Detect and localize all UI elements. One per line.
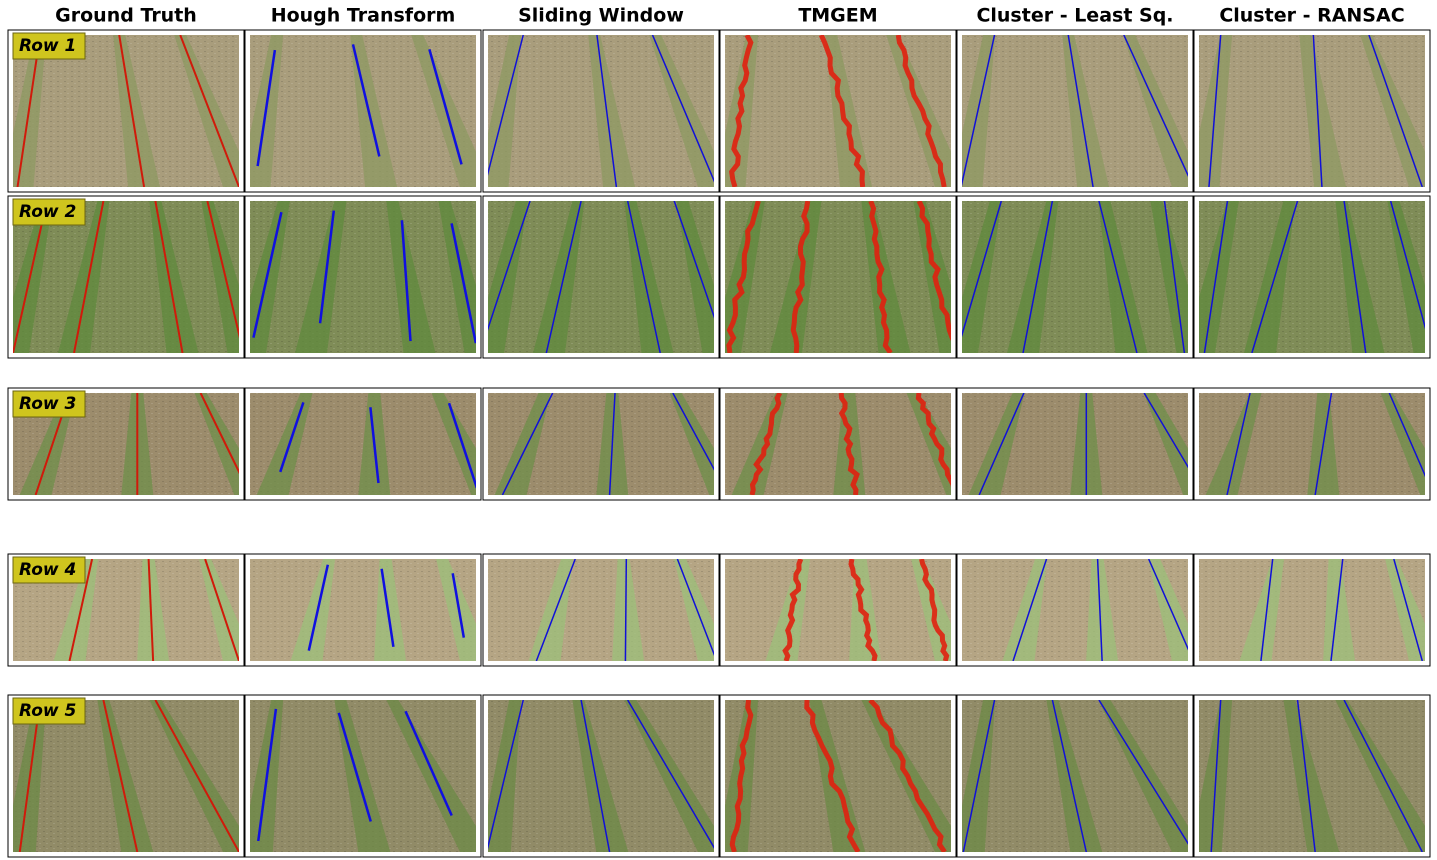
figure: Ground Truth Hough Transform Sliding Windo…	[0, 0, 1437, 860]
panel: Row 1	[2, 30, 255, 192]
row-label: Row 4	[19, 560, 76, 580]
field-image	[962, 393, 1215, 495]
field-image	[479, 700, 730, 852]
column-title: Sliding Window	[518, 5, 684, 27]
field-image	[946, 201, 1209, 353]
field-image	[1199, 393, 1437, 495]
panel	[245, 554, 492, 666]
panel	[234, 196, 497, 358]
field-image	[725, 559, 967, 661]
panel	[709, 196, 972, 358]
field-image	[239, 35, 492, 187]
field-image	[488, 393, 741, 495]
field-image	[234, 201, 497, 353]
panel	[720, 388, 978, 500]
field-image	[714, 35, 967, 187]
panel	[483, 554, 730, 666]
panel: Row 2	[0, 196, 260, 358]
column-title: Cluster - Least Sq.	[976, 5, 1173, 27]
panel: Row 5	[4, 695, 255, 857]
panel	[1190, 695, 1437, 857]
panel	[1183, 196, 1437, 358]
row-label: Row 1	[19, 36, 76, 56]
field-image	[709, 201, 972, 353]
column-title: Ground Truth	[55, 5, 197, 27]
panel	[483, 388, 741, 500]
panel	[716, 695, 967, 857]
field-image	[716, 700, 967, 852]
panel	[239, 30, 492, 192]
panel	[1188, 30, 1437, 192]
field-image	[962, 559, 1204, 661]
field-image	[1199, 559, 1437, 661]
column-title: Cluster - RANSAC	[1219, 5, 1404, 27]
panel	[953, 695, 1204, 857]
row-label: Row 5	[19, 701, 76, 721]
panel	[1194, 554, 1437, 666]
panel	[1194, 388, 1437, 500]
row-label: Row 3	[19, 394, 76, 414]
field-image	[477, 35, 730, 187]
field-image	[951, 35, 1204, 187]
detected-row-line	[625, 559, 626, 661]
panel	[479, 695, 730, 857]
field-image	[488, 559, 730, 661]
field-image	[472, 201, 735, 353]
field-image	[250, 559, 492, 661]
field-image	[1188, 35, 1437, 187]
panel	[720, 554, 967, 666]
field-image	[1190, 700, 1437, 852]
panel: Row 4	[8, 554, 255, 666]
field-image	[1183, 201, 1437, 353]
panel	[472, 196, 735, 358]
field-image	[953, 700, 1204, 852]
panel	[946, 196, 1209, 358]
panel	[957, 554, 1204, 666]
column-title: TMGEM	[798, 5, 877, 27]
panel	[477, 30, 730, 192]
column-title: Hough Transform	[271, 5, 456, 27]
panel	[241, 695, 492, 857]
field-image	[241, 700, 492, 852]
panel	[714, 30, 967, 192]
panel	[957, 388, 1215, 500]
field-image	[250, 393, 503, 495]
row-label: Row 2	[19, 202, 76, 222]
panel	[245, 388, 503, 500]
field-image	[725, 393, 978, 495]
panel: Row 3	[8, 388, 266, 500]
panel	[951, 30, 1204, 192]
